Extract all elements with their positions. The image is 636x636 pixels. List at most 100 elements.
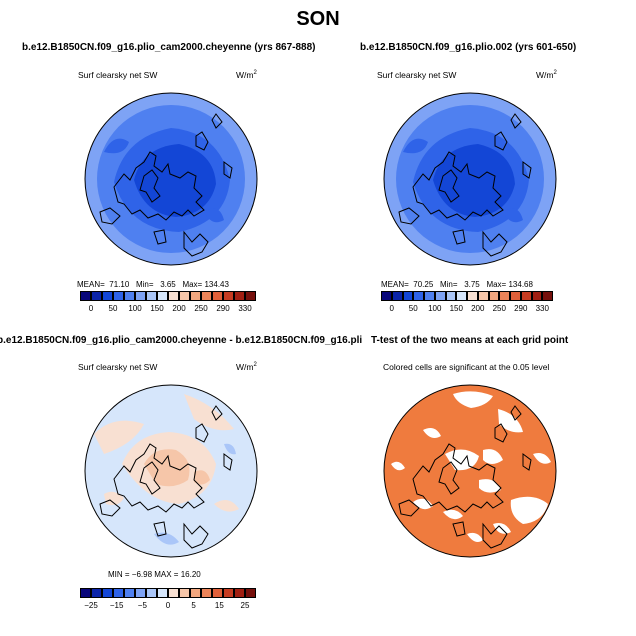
colorbar-labels-top-left: 0 50 100 150 200 250 290 330: [80, 304, 256, 314]
colorbar-box: [531, 291, 543, 301]
panel-title-bottom-left: b.e12.B1850CN.f09_g16.plio_cam2000.cheye…: [0, 335, 362, 346]
colorbar-tick-label: 100: [428, 304, 442, 313]
panel-title-bottom-right: T-test of the two means at each grid poi…: [371, 335, 569, 346]
colorbar-box: [190, 291, 201, 301]
colorbar-box: [124, 588, 135, 598]
colorbar-tick-label: 0: [165, 601, 171, 610]
colorbar-box: [80, 588, 91, 598]
colorbar-box: [434, 291, 446, 301]
polar-map-top-right: [383, 92, 557, 266]
colorbar-tick-label: 5: [191, 601, 196, 610]
colorbar-box: [168, 291, 179, 301]
colorbar-tick-label: 200: [172, 304, 186, 313]
colorbar-box: [157, 588, 168, 598]
colorbar-tick-label: 200: [471, 304, 485, 313]
colorbar-box: [520, 291, 532, 301]
stats-top-left: MEAN= 71.10 Min= 3.65 Max= 134.43: [77, 280, 229, 289]
polar-map-bottom-left: [84, 384, 258, 558]
colorbar-tick-label: 50: [408, 304, 418, 313]
colorbar-box: [402, 291, 414, 301]
colorbar-box: [179, 588, 190, 598]
colorbar-box: [91, 588, 102, 598]
colorbar-box: [212, 588, 223, 598]
colorbar-box: [510, 291, 521, 301]
colorbar-labels-bottom-left: −25 −15 −5 0 5 15 25: [80, 601, 256, 611]
coastlines: [398, 113, 532, 257]
colorbar-box: [391, 291, 403, 301]
units-label-top-left: W/m2: [236, 70, 257, 80]
colorbar-box: [157, 291, 168, 301]
panel-title-top-right: b.e12.B1850CN.f09_g16.plio.002 (yrs 601-…: [360, 42, 577, 53]
colorbar-tick-label: 100: [128, 304, 142, 313]
colorbar-box: [80, 291, 91, 301]
colorbar-box: [113, 588, 124, 598]
colorbar-tick-label: 330: [238, 304, 252, 313]
stats-bottom-left: MIN = −6.98 MAX = 16.20: [108, 570, 201, 579]
variable-label-bottom-left: Surf clearsky net SW: [78, 362, 158, 372]
colorbar-tick-label: 25: [240, 601, 250, 610]
colorbar-box: [234, 291, 245, 301]
colorbar-box: [542, 291, 553, 301]
colorbar-box: [135, 588, 146, 598]
colorbar-tick-label: −5: [137, 601, 147, 610]
colorbar-box: [135, 291, 146, 301]
colorbar-bottom-left: [80, 588, 256, 598]
colorbar-box: [424, 291, 435, 301]
colorbar-tick-label: 0: [389, 304, 394, 313]
coastlines: [99, 113, 233, 257]
map-border: [84, 92, 258, 266]
colorbar-tick-label: 290: [216, 304, 230, 313]
colorbar-box: [223, 588, 234, 598]
colorbar-box: [245, 291, 256, 301]
colorbar-box: [146, 588, 157, 598]
panel-title-top-left: b.e12.B1850CN.f09_g16.plio_cam2000.cheye…: [22, 42, 316, 53]
colorbar-tick-label: 0: [88, 304, 94, 313]
stats-top-right: MEAN= 70.25 Min= 3.75 Max= 134.68: [381, 280, 533, 289]
colorbar-box: [445, 291, 457, 301]
colorbar-tick-label: −15: [109, 601, 124, 610]
colorbar-box: [102, 291, 113, 301]
colorbar-top-right: [381, 291, 553, 301]
subtitle-bottom-right: Colored cells are significant at the 0.0…: [383, 362, 550, 372]
colorbar-box: [212, 291, 223, 301]
polar-map-top-left: [84, 92, 258, 266]
colorbar-box: [124, 291, 135, 301]
polar-map-bottom-right: [383, 384, 557, 558]
colorbar-box: [146, 291, 157, 301]
map-border: [383, 384, 557, 558]
colorbar-box: [245, 588, 256, 598]
colorbar-box: [91, 291, 102, 301]
colorbar-tick-label: 15: [214, 601, 224, 610]
colorbar-box: [102, 588, 113, 598]
units-label-bottom-left: W/m2: [236, 362, 257, 372]
colorbar-tick-label: 150: [150, 304, 164, 313]
colorbar-tick-label: 290: [514, 304, 528, 313]
variable-label-top-left: Surf clearsky net SW: [78, 70, 158, 80]
colorbar-tick-label: 50: [108, 304, 118, 313]
colorbar-box: [381, 291, 392, 301]
colorbar-box: [113, 291, 124, 301]
colorbar-box: [201, 588, 212, 598]
field-patches: [104, 138, 224, 223]
colorbar-box: [413, 291, 424, 301]
colorbar-box: [234, 588, 245, 598]
colorbar-box: [179, 291, 190, 301]
colorbar-box: [488, 291, 500, 301]
colorbar-box: [168, 588, 179, 598]
colorbar-tick-label: 250: [492, 304, 506, 313]
colorbar-box: [456, 291, 467, 301]
colorbar-box: [190, 588, 201, 598]
map-border: [383, 92, 557, 266]
colorbar-tick-label: 150: [449, 304, 463, 313]
colorbar-tick-label: 250: [194, 304, 208, 313]
colorbar-labels-top-right: 0 50 100 150 200 250 290 330: [381, 304, 553, 314]
colorbar-box: [467, 291, 478, 301]
figure-title: SON: [296, 8, 340, 30]
colorbar-box: [223, 291, 234, 301]
units-label-top-right: W/m2: [536, 70, 557, 80]
colorbar-box: [499, 291, 510, 301]
variable-label-top-right: Surf clearsky net SW: [377, 70, 457, 80]
colorbar-top-left: [80, 291, 256, 301]
panel-title-clip-bottom-left: b.e12.B1850CN.f09_g16.plio_cam2000.cheye…: [0, 333, 362, 349]
coastlines: [398, 405, 532, 549]
